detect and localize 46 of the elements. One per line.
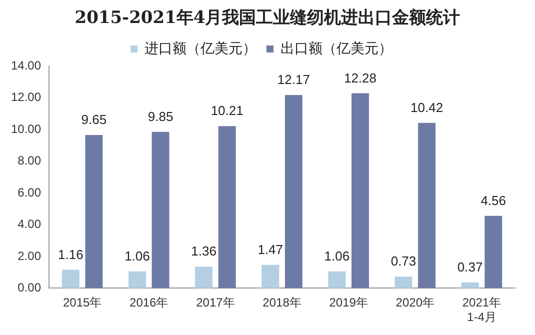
legend-label: 出口额（亿美元） — [280, 40, 392, 56]
bar — [394, 276, 412, 288]
x-tick-label: 2020年 — [396, 296, 434, 310]
y-tick-label: 14.00 — [11, 58, 42, 72]
data-label: 10.21 — [210, 103, 244, 118]
y-tick-label: 10.00 — [11, 122, 42, 136]
y-tick-label: 6.00 — [18, 185, 42, 200]
y-tick-label: 4.00 — [18, 217, 42, 232]
data-label: 12.28 — [344, 70, 377, 86]
bar — [284, 95, 302, 288]
legend-label: 进口额（亿美元） — [144, 40, 256, 56]
y-tick-label: 0.00 — [18, 280, 42, 295]
bar — [195, 266, 213, 288]
data-label: 9.65 — [81, 112, 107, 128]
data-label: 9.85 — [148, 108, 174, 124]
bar — [85, 135, 103, 288]
x-tick-label: 2018年 — [262, 296, 302, 310]
data-label: 10.42 — [410, 100, 444, 115]
data-label: 1.16 — [58, 246, 84, 262]
bar — [128, 271, 146, 288]
x-tick-label: 2017年 — [196, 296, 235, 310]
x-tick-label: 2021年 1-4月 — [462, 296, 502, 324]
x-tick-label: 2015年 — [62, 296, 102, 310]
data-label: 1.06 — [324, 248, 350, 264]
bar — [328, 271, 346, 288]
bar — [351, 93, 369, 288]
bar — [62, 270, 80, 288]
chart-title: 2015-2021年4月我国工业缝纫机进出口金额统计 — [74, 7, 462, 29]
data-label: 12.17 — [277, 72, 310, 88]
y-tick-label: 8.00 — [18, 154, 42, 168]
x-tick-label: 2016年 — [130, 296, 168, 310]
data-label: 0.73 — [390, 254, 416, 269]
bar — [262, 264, 280, 288]
bar — [152, 132, 170, 288]
bar — [461, 282, 479, 288]
bar — [418, 122, 436, 288]
data-label: 4.56 — [480, 192, 506, 208]
data-label: 1.36 — [191, 244, 216, 259]
x-tick-label: 2019年 — [329, 296, 368, 310]
y-tick-label: 12.00 — [11, 90, 42, 104]
bar — [218, 126, 236, 288]
data-label: 1.47 — [258, 242, 284, 257]
data-label: 0.37 — [457, 259, 483, 274]
bar — [484, 216, 502, 288]
y-tick-label: 2.00 — [18, 248, 42, 263]
data-label: 1.06 — [124, 248, 150, 264]
